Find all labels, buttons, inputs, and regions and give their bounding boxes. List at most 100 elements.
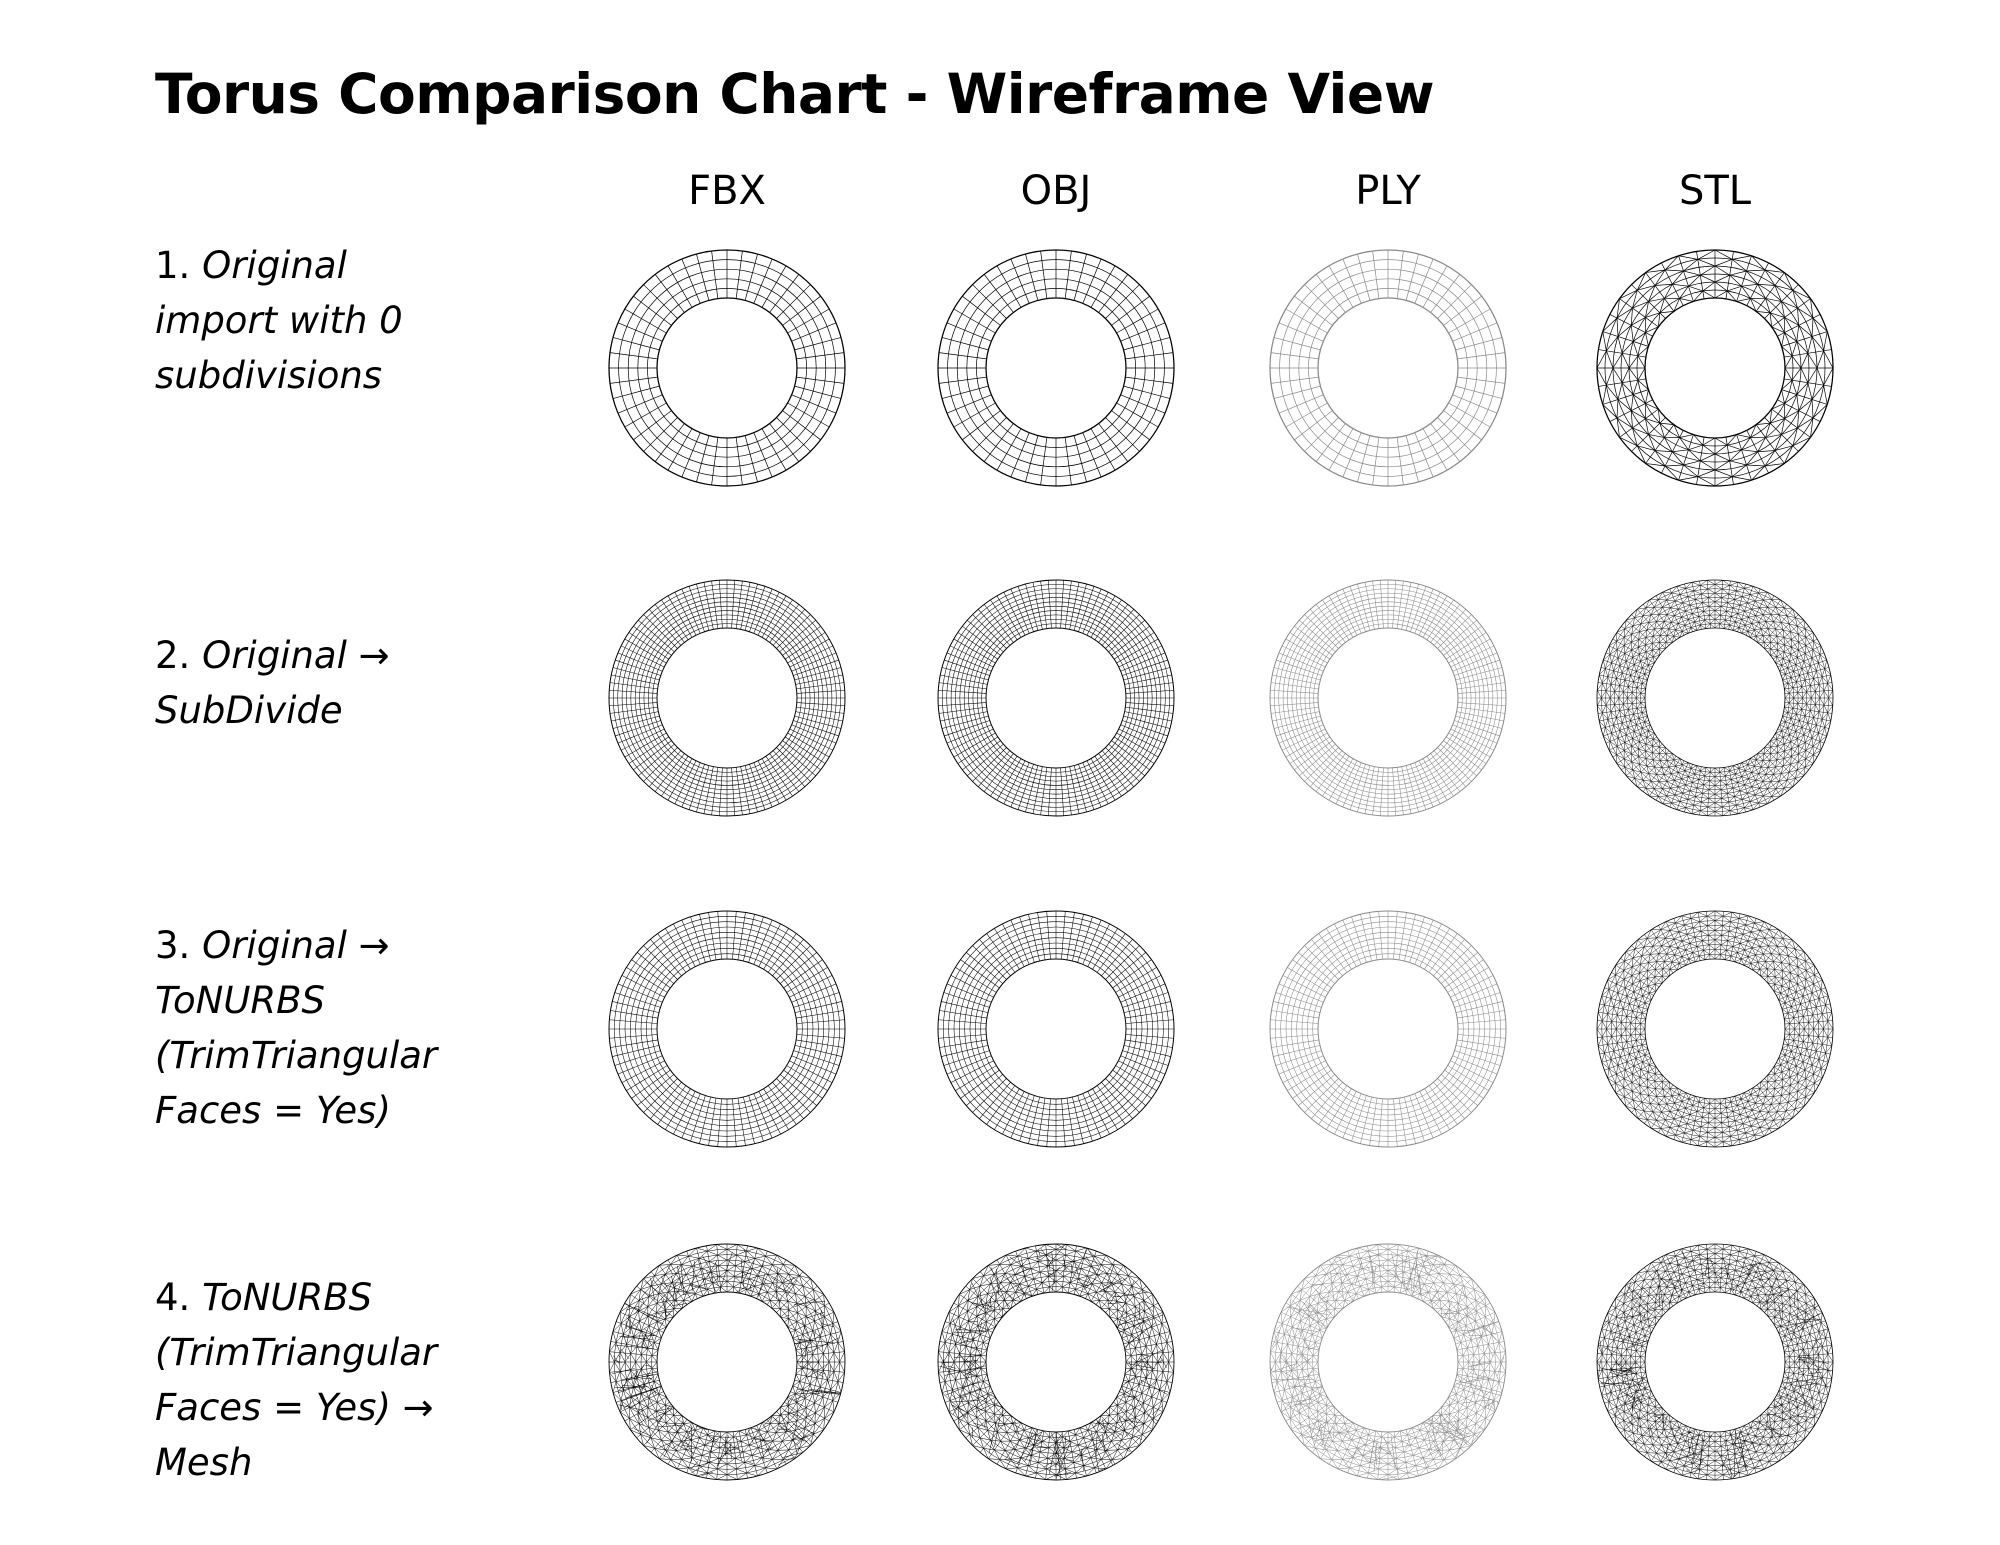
wireframe-diagonal: [1673, 298, 1680, 312]
wireframe-diagonal: [1720, 611, 1727, 616]
wireframe-diagonal: [1739, 1107, 1745, 1115]
wireframe-diagonal: [1727, 940, 1734, 947]
wireframe-diagonal: [630, 1345, 638, 1354]
wireframe-spoke: [636, 1285, 674, 1318]
wireframe-spoke: [1111, 410, 1150, 441]
wireframe-spoke: [938, 682, 987, 690]
wireframe-diagonal: [1751, 947, 1756, 956]
wireframe-diagonal: [1811, 399, 1814, 418]
wireframe-diagonal: [1792, 778, 1796, 787]
wireframe-spoke: [631, 1069, 671, 1099]
wireframe-chord: [776, 1428, 792, 1431]
wireframe-spoke: [1753, 599, 1781, 640]
wireframe-diagonal: [1614, 697, 1620, 705]
wireframe-spoke: [941, 667, 989, 681]
wireframe-diagonal: [1124, 1374, 1129, 1382]
wireframe-diagonal: [1784, 651, 1791, 655]
wireframe-diagonal: [1702, 793, 1709, 799]
wireframe-chord: [824, 1388, 826, 1393]
wireframe-diagonal: [1644, 1002, 1649, 1010]
wireframe-diagonal: [671, 1273, 677, 1283]
wireframe-diagonal: [1685, 949, 1693, 953]
wireframe-diagonal: [1607, 670, 1614, 677]
wireframe-spoke: [1121, 1385, 1167, 1403]
wireframe-diagonal: [1689, 599, 1696, 606]
wireframe-diagonal: [1631, 646, 1639, 651]
wireframe-spoke: [674, 760, 697, 804]
wireframe-chord: [1109, 1292, 1118, 1304]
wireframe-diagonal: [1096, 1292, 1100, 1301]
wireframe-spoke: [1642, 604, 1673, 643]
wireframe-diagonal: [1684, 924, 1694, 928]
wireframe-diagonal: [959, 1429, 970, 1435]
wireframe-spoke: [633, 410, 672, 441]
wireframe-diagonal: [1696, 602, 1703, 609]
wireframe-diagonal: [1090, 1422, 1100, 1424]
wireframe-spoke: [1437, 284, 1472, 319]
wireframe-diagonal: [1619, 661, 1627, 666]
wireframe-diagonal: [1815, 684, 1820, 692]
wireframe-spoke: [1066, 912, 1075, 960]
wireframe-spoke: [1273, 667, 1321, 681]
wireframe-spoke: [1035, 1430, 1045, 1479]
wireframe-spoke: [765, 599, 793, 640]
wireframe-diagonal: [758, 1291, 768, 1294]
wireframe-chord: [797, 1431, 815, 1442]
wireframe-diagonal: [1604, 1044, 1608, 1054]
wireframe-chord: [786, 1279, 798, 1297]
wireframe-diagonal: [1818, 989, 1822, 999]
wireframe-spoke: [1597, 702, 1646, 706]
wireframe-spoke: [1605, 724, 1651, 744]
wireframe-spoke: [711, 767, 719, 816]
wireframe-spoke: [1443, 740, 1482, 771]
wireframe-diagonal: [726, 1436, 734, 1443]
wireframe-diagonal: [640, 1384, 645, 1394]
wireframe-diagonal: [1796, 957, 1806, 962]
wireframe-diagonal: [1731, 779, 1738, 783]
wireframe-chord: [1133, 1349, 1165, 1364]
wireframe-diagonal: [1153, 1411, 1164, 1419]
wireframe-diagonal: [1721, 798, 1729, 803]
wireframe-diagonal: [1642, 1061, 1650, 1066]
wireframe-diagonal: [1641, 1044, 1648, 1049]
wireframe-spoke: [690, 1095, 706, 1142]
wireframe-diagonal: [1774, 1071, 1783, 1075]
wireframe-diagonal: [1622, 1041, 1627, 1050]
wireframe-diagonal: [701, 1268, 712, 1273]
wireframe-diagonal: [823, 1418, 825, 1430]
wireframe-diagonal: [1769, 753, 1771, 761]
wireframe-diagonal: [1634, 609, 1638, 618]
wireframe-chord: [943, 1359, 946, 1371]
wireframe-diagonal: [619, 1305, 630, 1313]
wireframe-diagonal: [701, 1451, 712, 1456]
wireframe-spoke: [744, 1429, 758, 1477]
wireframe-diagonal: [1784, 272, 1794, 291]
wireframe-diagonal: [1604, 1052, 1612, 1060]
wireframe-diagonal: [1630, 720, 1637, 725]
wireframe-spoke: [612, 1331, 660, 1345]
wireframe-spoke: [946, 652, 992, 672]
wireframe-diagonal: [1065, 1462, 1074, 1470]
wireframe-diagonal: [1726, 434, 1737, 446]
wireframe-diagonal: [1109, 1308, 1118, 1311]
wireframe-diagonal: [1760, 760, 1764, 768]
wireframe-spoke: [990, 756, 1018, 797]
wireframe-diagonal: [820, 1327, 824, 1338]
wireframe-diagonal: [1094, 1255, 1102, 1265]
wireframe-diagonal: [1639, 741, 1646, 745]
wireframe-diagonal: [1791, 999, 1795, 1007]
wireframe-diagonal: [783, 1458, 795, 1460]
wireframe-spoke: [996, 428, 1022, 471]
wireframe-diagonal: [1090, 1264, 1102, 1267]
wireframe-diagonal: [1634, 731, 1641, 735]
wireframe-diagonal: [815, 1407, 825, 1414]
wireframe-diagonal: [1639, 654, 1641, 662]
wireframe-diagonal: [656, 1420, 667, 1424]
wireframe-diagonal: [1652, 752, 1654, 760]
wireframe-diagonal: [1632, 769, 1641, 773]
wireframe-diagonal: [1634, 1108, 1645, 1112]
wireframe-diagonal: [1640, 771, 1649, 774]
wireframe-diagonal: [1161, 1323, 1171, 1332]
wireframe-spoke: [1743, 1092, 1765, 1137]
wireframe-diagonal: [683, 1292, 687, 1301]
